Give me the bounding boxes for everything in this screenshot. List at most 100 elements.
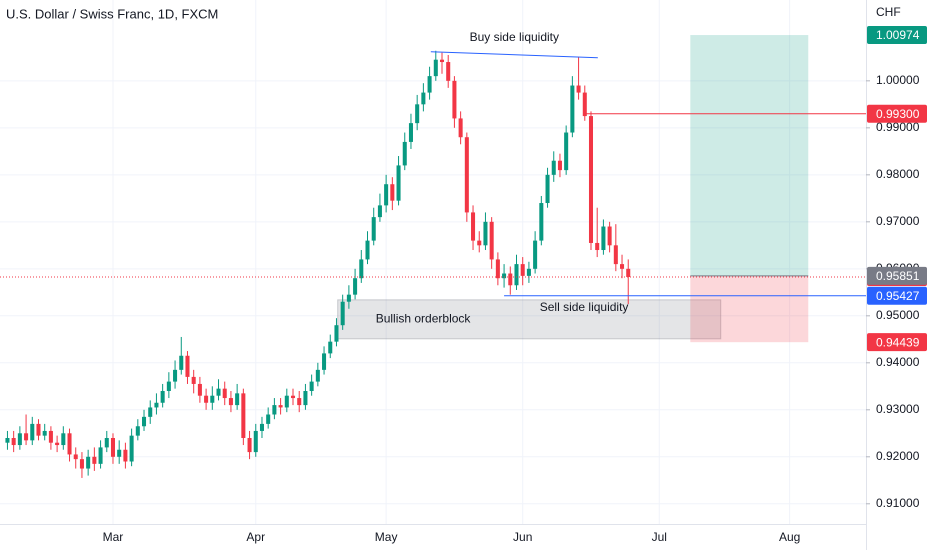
candle-body: [123, 449, 128, 462]
price-tag-label: 0.95427: [876, 289, 920, 303]
candle-body: [322, 353, 327, 370]
overlays: Bullish orderblock Buy side liquidity Sell…: [0, 30, 866, 326]
candle-body: [297, 398, 302, 406]
candle-body: [191, 376, 196, 384]
candle-body: [570, 85, 575, 133]
candle-body: [216, 388, 221, 396]
stop-zone: [690, 275, 809, 343]
candle-body: [79, 459, 84, 469]
target-zone: [690, 35, 809, 276]
candle-body: [477, 240, 482, 246]
y-unit: CHF: [876, 5, 901, 19]
candle-body: [489, 221, 494, 260]
y-tick-label: 0.97000: [876, 214, 920, 228]
x-tick-label: Jul: [652, 530, 667, 544]
candle-body: [533, 240, 538, 269]
axes: 0.910000.920000.930000.940000.950000.960…: [103, 26, 927, 544]
candle-body: [309, 381, 314, 392]
y-tick-label: 0.99000: [876, 120, 920, 134]
candle-body: [539, 203, 544, 241]
candle-body: [607, 226, 612, 246]
candle-body: [408, 123, 413, 142]
candle-body: [61, 433, 66, 446]
candle-body: [545, 174, 550, 204]
candle-body: [135, 426, 140, 436]
candle-body: [439, 59, 445, 63]
price-tag-label: 1.00974: [876, 28, 920, 42]
drawings: [337, 35, 809, 343]
price-tag: [867, 286, 927, 305]
candle-body: [384, 184, 389, 206]
candle-body: [166, 381, 171, 392]
candle-body: [247, 437, 252, 453]
candle-body: [142, 416, 147, 427]
candle-body: [415, 104, 420, 124]
candle-body: [402, 141, 407, 166]
candle-body: [433, 59, 438, 77]
candle-body: [253, 430, 258, 453]
candle-body: [582, 92, 587, 117]
candle-body: [564, 132, 569, 171]
candle-body: [514, 264, 519, 286]
candle-body: [204, 395, 209, 403]
candle-body: [340, 301, 345, 326]
price-tag: [867, 333, 927, 352]
candle-body: [620, 264, 625, 269]
x-tick-label: Jun: [513, 530, 532, 544]
buy-side-label: Buy side liquidity: [470, 30, 559, 44]
candle-body: [222, 388, 227, 399]
price-tag: [867, 266, 927, 285]
candle-body: [502, 273, 507, 279]
price-tag-label: 0.95851: [876, 269, 920, 283]
y-tick-label: 0.93000: [876, 402, 920, 416]
candle-body: [588, 116, 594, 243]
candle-body: [508, 273, 513, 286]
chart-title: U.S. Dollar / Swiss Franc, 1D, FXCM: [6, 6, 218, 21]
candle-body: [371, 217, 376, 241]
candle-body: [365, 240, 370, 260]
y-tick-label: 0.98000: [876, 167, 920, 181]
candle-body: [160, 391, 165, 403]
candle-body: [278, 405, 283, 408]
orderblock-label: Bullish orderblock: [376, 312, 472, 326]
candle-body: [73, 454, 78, 460]
x-tick-label: Aug: [779, 530, 800, 544]
candle-body: [557, 160, 562, 171]
candle-body: [520, 264, 525, 276]
candle-body: [259, 423, 264, 431]
candle-body: [30, 423, 35, 441]
candle-body: [334, 325, 339, 342]
candle-body: [377, 205, 382, 218]
candle-body: [284, 395, 289, 408]
candle-body: [117, 449, 122, 457]
orderblock-zone: [337, 299, 722, 340]
y-tick-label: 0.95000: [876, 308, 920, 322]
candle-body: [613, 245, 618, 265]
candle-body: [197, 383, 202, 396]
candle-body: [353, 278, 358, 295]
price-tag: [867, 104, 927, 123]
candle-body: [185, 355, 190, 377]
candle-body: [154, 402, 159, 408]
candle-body: [359, 259, 364, 279]
price-tag: [867, 26, 927, 45]
buy-side-line: [430, 51, 598, 59]
candle-body: [595, 242, 600, 251]
x-tick-label: May: [375, 530, 398, 544]
candle-body: [55, 442, 60, 446]
candle-body: [483, 221, 488, 246]
candle-body: [110, 437, 116, 457]
candle-body: [458, 118, 463, 138]
candle-body: [129, 435, 134, 462]
candle-body: [179, 355, 184, 370]
candle-body: [452, 80, 457, 119]
candle-body: [42, 430, 47, 436]
candle-body: [464, 137, 469, 213]
candle-body: [626, 268, 631, 277]
candle-body: [526, 268, 531, 276]
candle-body: [241, 393, 246, 438]
candle-body: [86, 456, 91, 469]
price-tag-label: 0.94439: [876, 335, 920, 349]
